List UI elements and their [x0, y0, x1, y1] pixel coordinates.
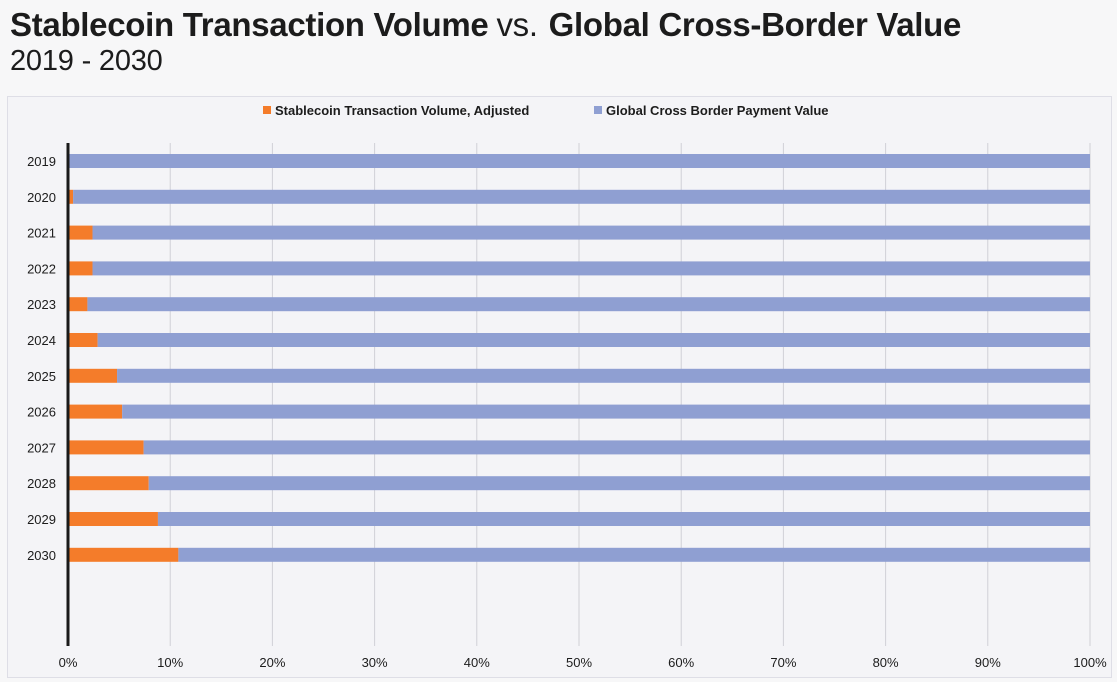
- bar-stablecoin: [68, 261, 93, 276]
- bar-stablecoin: [68, 547, 179, 562]
- y-category-label: 2024: [27, 333, 56, 348]
- x-tick-label: 0%: [59, 655, 78, 670]
- x-tick-label: 60%: [668, 655, 694, 670]
- bar-stablecoin: [68, 404, 123, 419]
- legend-label: Global Cross Border Payment Value: [606, 103, 829, 118]
- bar-stablecoin: [68, 333, 98, 347]
- y-category-label: 2023: [27, 297, 56, 312]
- y-category-label: 2020: [27, 190, 56, 205]
- bar-cross-border: [122, 404, 1090, 419]
- bar-cross-border: [92, 261, 1090, 276]
- y-category-label: 2026: [27, 405, 56, 420]
- bar-cross-border: [178, 547, 1091, 562]
- y-category-label: 2028: [27, 476, 56, 491]
- legend-swatch: [594, 106, 602, 114]
- chart-subtitle: 2019 - 2030: [10, 45, 163, 77]
- y-category-label: 2021: [27, 226, 56, 241]
- x-tick-label: 30%: [362, 655, 388, 670]
- y-category-label: 2030: [27, 548, 56, 563]
- bar-stablecoin: [68, 189, 74, 204]
- x-tick-label: 70%: [770, 655, 796, 670]
- bar-cross-border: [148, 476, 1090, 491]
- bar-cross-border: [87, 297, 1091, 312]
- bar-cross-border: [69, 154, 1091, 168]
- x-tick-label: 20%: [259, 655, 285, 670]
- title-part-2: Global Cross-Border Value: [548, 6, 962, 43]
- bar-stablecoin: [68, 368, 118, 383]
- x-tick-label: 90%: [975, 655, 1001, 670]
- chart-title: Stablecoin Transaction Volume vs. Global …: [10, 6, 961, 44]
- bar-stablecoin: [68, 440, 144, 455]
- y-category-label: 2022: [27, 261, 56, 276]
- bar-stablecoin: [68, 225, 93, 240]
- legend-swatch: [263, 106, 271, 114]
- bar-cross-border: [73, 189, 1091, 204]
- x-tick-label: 80%: [873, 655, 899, 670]
- y-category-label: 2019: [27, 154, 56, 169]
- title-vs: vs.: [496, 6, 538, 43]
- bar-stablecoin: [68, 297, 88, 312]
- bar-cross-border: [157, 512, 1090, 526]
- bar-stablecoin: [68, 476, 149, 491]
- y-category-label: 2029: [27, 512, 56, 527]
- bar-stablecoin: [68, 512, 158, 526]
- x-tick-label: 40%: [464, 655, 490, 670]
- title-part-1: Stablecoin Transaction Volume: [10, 6, 489, 43]
- x-tick-label: 100%: [1073, 655, 1107, 670]
- y-category-label: 2027: [27, 440, 56, 455]
- bar-cross-border: [92, 225, 1090, 240]
- legend-label: Stablecoin Transaction Volume, Adjusted: [275, 103, 529, 118]
- bar-cross-border: [143, 440, 1091, 455]
- bar-cross-border: [117, 368, 1090, 383]
- y-category-label: 2025: [27, 369, 56, 384]
- x-tick-label: 10%: [157, 655, 183, 670]
- bar-cross-border: [97, 333, 1090, 347]
- x-tick-label: 50%: [566, 655, 592, 670]
